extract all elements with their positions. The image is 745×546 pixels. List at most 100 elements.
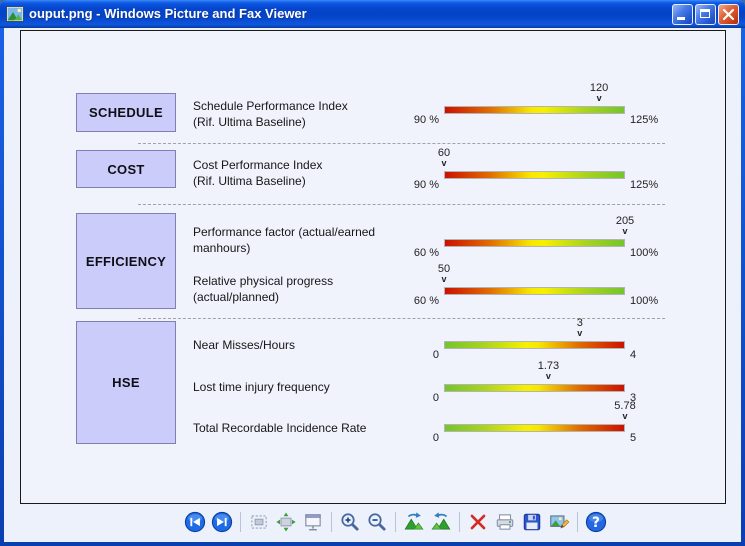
edit-button[interactable] [547,510,571,534]
maximize-button[interactable] [695,4,716,25]
kpi-bar-schedule: 120 v 90 % 125% [414,83,658,126]
gradient-bar [444,106,625,114]
category-box-schedule: SCHEDULE [76,93,176,132]
bar-value: 120 [589,82,609,94]
save-icon [523,513,541,531]
help-button[interactable]: ? [584,510,608,534]
help-icon: ? [585,511,607,533]
minimize-icon [677,17,685,20]
toolbar-separator [331,512,332,532]
start-slideshow-button[interactable] [301,510,325,534]
desc-line: Performance factor (actual/earned [193,225,376,239]
actual-size-button[interactable] [274,510,298,534]
bar-marker: v [441,274,447,284]
kpi-description-lost-time: Lost time injury frequency [193,379,439,395]
desc-line: Lost time injury frequency [193,380,330,394]
toolbar-separator [395,512,396,532]
toolbar-separator [240,512,241,532]
kpi-description-cost: Cost Performance Index (Rif. Ultima Base… [193,157,439,189]
bar-max-label: 100% [630,247,659,259]
bar-max-label: 3 [630,392,637,404]
rotate-clockwise-button[interactable] [402,510,426,534]
kpi-description-recordable-rate: Total Recordable Incidence Rate [193,420,439,436]
kpi-description-performance-factor: Performance factor (actual/earned manhou… [193,224,439,256]
gradient-bar [444,171,625,179]
bar-value: 5.78 [614,400,636,412]
gradient-bar [444,287,625,295]
print-icon [496,514,514,530]
gradient-bar [444,424,625,432]
desc-line: (Rif. Ultima Baseline) [193,174,306,188]
bar-marker: v [596,93,602,103]
desc-line: (Rif. Ultima Baseline) [193,115,306,129]
separator-dashed [138,204,665,205]
desc-line: Near Misses/Hours [193,338,296,352]
save-button[interactable] [520,510,544,534]
bar-value: 1.73 [537,360,560,372]
kpi-bar-performance-factor: 205 v 60 % 100% [414,216,658,259]
close-button[interactable] [718,4,739,25]
toolbar-separator [459,512,460,532]
bar-marker: v [622,226,628,236]
rotate-counterclockwise-icon [431,512,451,530]
zoom-in-button[interactable] [338,510,362,534]
kpi-bar-relative-progress: 50 v 60 % 100% [414,264,658,307]
desc-line: Cost Performance Index [193,158,323,172]
separator-dashed [138,318,665,319]
category-label: COST [107,161,145,177]
viewer-toolbar: ? [183,508,608,536]
minimize-button[interactable] [672,4,693,25]
image-canvas: SCHEDULE COST EFFICIENCY HSE Schedule Pe… [20,30,726,504]
kpi-bar-cost: 60 v 90 % 125% [414,148,658,191]
close-icon [722,8,735,21]
desc-line: Total Recordable Incidence Rate [193,421,367,435]
gradient-bar [444,239,625,247]
bar-value: 60 [437,147,451,159]
titlebar[interactable]: ouput.png - Windows Picture and Fax View… [0,0,745,28]
toolbar-separator [577,512,578,532]
category-box-cost: COST [76,150,176,188]
desc-line: manhours) [193,241,251,255]
separator-dashed [138,143,665,144]
zoom-in-icon [341,513,359,531]
bar-min-label: 90 % [413,179,439,191]
kpi-description-near-misses: Near Misses/Hours [193,337,439,353]
bar-marker: v [577,328,583,338]
desc-line: (actual/planned) [193,290,280,304]
window-title: ouput.png - Windows Picture and Fax View… [29,6,307,21]
desc-line: Schedule Performance Index [193,99,348,113]
bar-min-label: 0 [432,349,439,361]
actual-size-icon [276,512,296,532]
bar-max-label: 125% [630,114,659,126]
bar-min-label: 0 [432,392,439,404]
next-image-icon [211,511,233,533]
category-label: EFFICIENCY [85,253,167,269]
best-fit-icon [251,515,267,529]
bar-marker: v [545,371,551,381]
best-fit-button[interactable] [247,510,271,534]
category-label: SCHEDULE [89,105,163,120]
bar-min-label: 60 % [413,295,439,307]
bar-max-label: 125% [630,179,659,191]
bar-max-label: 100% [630,295,659,307]
zoom-out-button[interactable] [365,510,389,534]
gradient-bar [444,341,625,349]
bar-value: 205 [615,215,635,227]
delete-button[interactable] [466,510,490,534]
slideshow-icon [305,514,321,531]
rotate-counterclockwise-button[interactable] [429,510,453,534]
delete-icon [470,514,486,530]
category-box-hse: HSE [76,321,176,444]
kpi-description-schedule: Schedule Performance Index (Rif. Ultima … [193,98,439,130]
bar-marker: v [622,411,628,421]
next-image-button[interactable] [210,510,234,534]
bar-value: 50 [437,263,451,275]
bar-max-label: 4 [630,349,637,361]
previous-image-button[interactable] [183,510,207,534]
edit-icon [550,515,570,529]
svg-text:?: ? [592,515,600,531]
desc-line: Relative physical progress [193,274,334,288]
print-button[interactable] [493,510,517,534]
rotate-clockwise-icon [404,512,424,530]
